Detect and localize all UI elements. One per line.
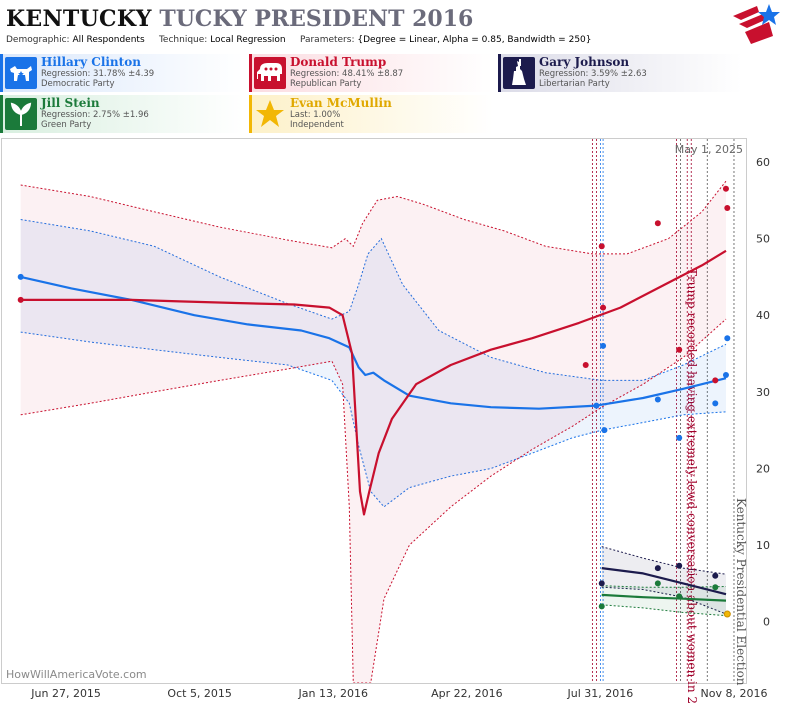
lower-bound-line bbox=[601, 604, 727, 617]
candidate-card-mcmullin[interactable]: Evan McMullin Last: 1.00% Independent bbox=[249, 95, 493, 133]
poll-point bbox=[712, 400, 719, 407]
y-tick-label: 10 bbox=[756, 539, 770, 552]
poll-point bbox=[654, 565, 661, 572]
donkey-icon bbox=[5, 57, 37, 89]
candidate-regression: Regression: 2.75% ±1.96 bbox=[41, 110, 149, 120]
poll-point bbox=[600, 342, 607, 349]
title-state: KENTUCKY bbox=[6, 6, 152, 32]
poll-point bbox=[712, 584, 719, 591]
poll-point bbox=[724, 204, 731, 211]
poll-point bbox=[724, 335, 731, 342]
y-tick-label: 20 bbox=[756, 462, 770, 475]
candidate-card-stein[interactable]: Jill Stein Regression: 2.75% ±1.96 Green… bbox=[0, 95, 244, 133]
trend-line bbox=[20, 275, 727, 410]
candidate-regression: Regression: 48.41% ±8.87 bbox=[290, 69, 404, 79]
confidence-band bbox=[20, 181, 726, 683]
y-tick-label: 50 bbox=[756, 233, 770, 246]
poll-point bbox=[654, 396, 661, 403]
x-tick-label: Jun 27, 2015 bbox=[30, 687, 101, 700]
y-tick-label: 30 bbox=[756, 386, 770, 399]
parameters-label: Parameters: bbox=[299, 35, 355, 45]
candidate-last: Last: 1.00% bbox=[290, 110, 341, 120]
candidate-name: Evan McMullin bbox=[290, 96, 392, 110]
poll-point bbox=[676, 562, 683, 569]
demographic-label: Demographic: bbox=[6, 35, 70, 45]
poll-point bbox=[654, 220, 661, 227]
upper-bound-line bbox=[601, 546, 727, 575]
page-title: KENTUCKY TUCKY PRESIDENT 2016 bbox=[6, 6, 473, 32]
x-tick-label: Nov 8, 2016 bbox=[701, 687, 768, 700]
poll-point bbox=[17, 296, 24, 303]
poll-point bbox=[712, 377, 719, 384]
leaf-icon bbox=[5, 98, 37, 130]
poll-point bbox=[598, 243, 605, 250]
candidate-card-johnson[interactable]: Gary Johnson Regression: 3.59% ±2.63 Lib… bbox=[498, 54, 742, 92]
poll-point bbox=[598, 580, 605, 587]
candidate-party: Republican Party bbox=[290, 79, 362, 89]
candidate-party: Libertarian Party bbox=[539, 79, 610, 89]
event-annotation: Kentucky Presidential Election bbox=[734, 498, 748, 686]
candidate-name: Jill Stein bbox=[41, 96, 100, 110]
poll-point bbox=[17, 273, 24, 280]
candidate-party: Democratic Party bbox=[41, 79, 115, 89]
poll-point bbox=[722, 185, 729, 192]
poll-point bbox=[676, 593, 683, 600]
y-tick-label: 60 bbox=[756, 156, 770, 169]
candidate-party: Independent bbox=[290, 120, 344, 130]
candidate-party: Green Party bbox=[41, 120, 92, 130]
poll-point bbox=[712, 572, 719, 579]
candidate-name: Hillary Clinton bbox=[41, 55, 141, 69]
x-tick-label: Apr 22, 2016 bbox=[431, 687, 503, 700]
event-annotation: Trump recorded having extremely lewd con… bbox=[685, 268, 699, 704]
candidate-name: Donald Trump bbox=[290, 55, 387, 69]
site-logo-icon[interactable] bbox=[729, 2, 783, 48]
trend-line bbox=[601, 567, 727, 596]
trend-line bbox=[20, 249, 727, 516]
poll-point bbox=[598, 603, 605, 610]
confidence-band bbox=[20, 219, 726, 507]
poll-point bbox=[676, 434, 683, 441]
technique-label: Technique: bbox=[158, 35, 208, 45]
x-tick-label: Jan 13, 2016 bbox=[298, 687, 368, 700]
poll-point bbox=[600, 304, 607, 311]
poll-point bbox=[723, 610, 731, 618]
candidate-card-clinton[interactable]: Hillary Clinton Regression: 31.78% ±4.39… bbox=[0, 54, 244, 92]
star-icon bbox=[256, 100, 284, 127]
parameters-value: {Degree = Linear, Alpha = 0.85, Bandwidt… bbox=[357, 35, 592, 45]
confidence-band bbox=[601, 546, 726, 614]
lower-bound-line bbox=[601, 586, 727, 615]
technique-value: Local Regression bbox=[210, 35, 286, 45]
confidence-band bbox=[601, 585, 726, 616]
poll-point bbox=[593, 402, 600, 409]
upper-bound-line bbox=[20, 219, 727, 381]
x-tick-label: Jul 31, 2016 bbox=[567, 687, 634, 700]
site-watermark[interactable]: HowWillAmericaVote.com bbox=[6, 668, 147, 681]
candidate-name: Gary Johnson bbox=[539, 55, 630, 69]
candidate-regression: Regression: 3.59% ±2.63 bbox=[539, 69, 647, 79]
y-tick-label: 0 bbox=[763, 616, 770, 629]
poll-point bbox=[654, 580, 661, 587]
elephant-icon bbox=[254, 57, 286, 89]
upper-bound-line bbox=[601, 585, 727, 588]
trend-line bbox=[601, 593, 727, 602]
lower-bound-line bbox=[20, 318, 727, 683]
y-tick-label: 40 bbox=[756, 309, 770, 322]
x-tick-label: Oct 5, 2015 bbox=[167, 687, 232, 700]
poll-point bbox=[601, 427, 608, 434]
poll-point bbox=[676, 346, 683, 353]
candidate-regression: Regression: 31.78% ±4.39 bbox=[41, 69, 155, 79]
parameters-line: Demographic: All Respondents Technique: … bbox=[6, 35, 592, 45]
title-race: TUCKY PRESIDENT 2016 bbox=[159, 6, 474, 32]
demographic-value: All Respondents bbox=[72, 35, 145, 45]
poll-point bbox=[582, 362, 589, 369]
poll-point bbox=[722, 371, 729, 378]
candidate-card-trump[interactable]: Donald Trump Regression: 48.41% ±8.87 Re… bbox=[249, 54, 493, 92]
chart-date: May 1, 2025 bbox=[674, 143, 743, 156]
liberty-statue-icon bbox=[503, 57, 535, 89]
